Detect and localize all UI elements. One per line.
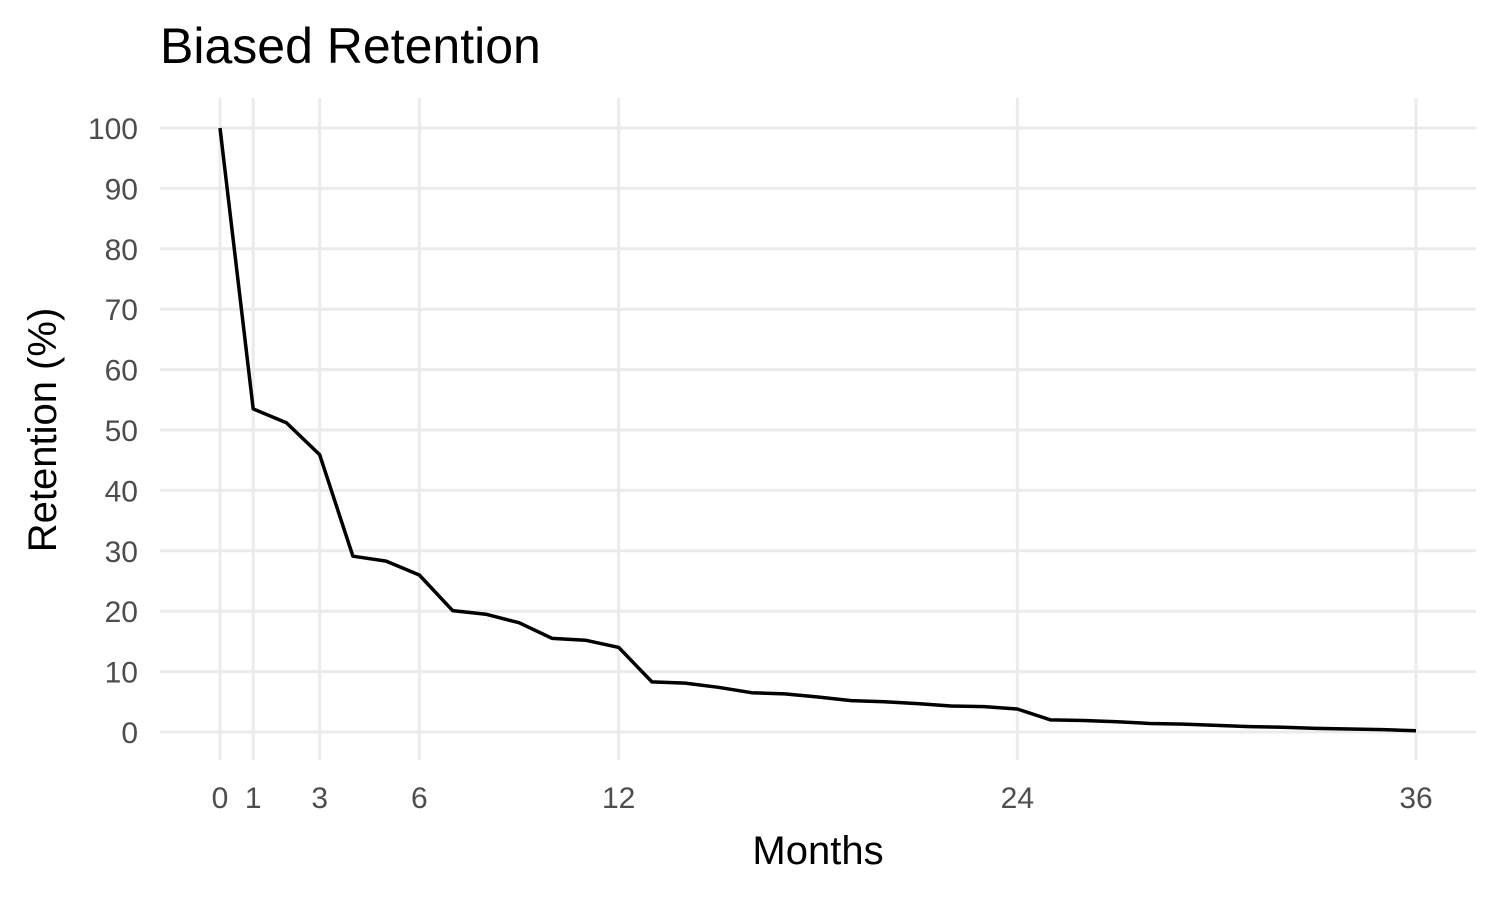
y-tick-label-60: 60: [105, 355, 138, 388]
y-tick-label-70: 70: [105, 294, 138, 327]
y-tick-label-100: 100: [88, 113, 138, 146]
y-tick-label-10: 10: [105, 657, 138, 690]
y-axis-title: Retention (%): [21, 308, 65, 553]
y-tick-label-30: 30: [105, 536, 138, 569]
x-tick-label-1: 1: [245, 782, 262, 815]
series-line-0: [218, 127, 1417, 733]
x-axis-ticks: 0 1 3 6 12 24 36: [212, 782, 1433, 815]
x-tick-label-36: 36: [1399, 782, 1432, 815]
y-tick-label-80: 80: [105, 234, 138, 267]
chart-title: Biased Retention: [160, 18, 541, 74]
y-axis-ticks: 0 10 20 30 40 50 60 70 80 90 100: [88, 113, 138, 750]
y-tick-label-90: 90: [105, 173, 138, 206]
x-tick-label-6: 6: [411, 782, 428, 815]
y-tick-label-0: 0: [121, 717, 138, 750]
x-tick-label-24: 24: [1001, 782, 1034, 815]
grid: [160, 98, 1476, 760]
y-tick-label-20: 20: [105, 596, 138, 629]
x-axis-title: Months: [752, 829, 883, 873]
y-tick-label-50: 50: [105, 415, 138, 448]
series: [218, 127, 1417, 733]
y-tick-label-40: 40: [105, 475, 138, 508]
x-tick-label-12: 12: [602, 782, 635, 815]
x-tick-label-0: 0: [212, 782, 229, 815]
x-tick-label-3: 3: [311, 782, 328, 815]
